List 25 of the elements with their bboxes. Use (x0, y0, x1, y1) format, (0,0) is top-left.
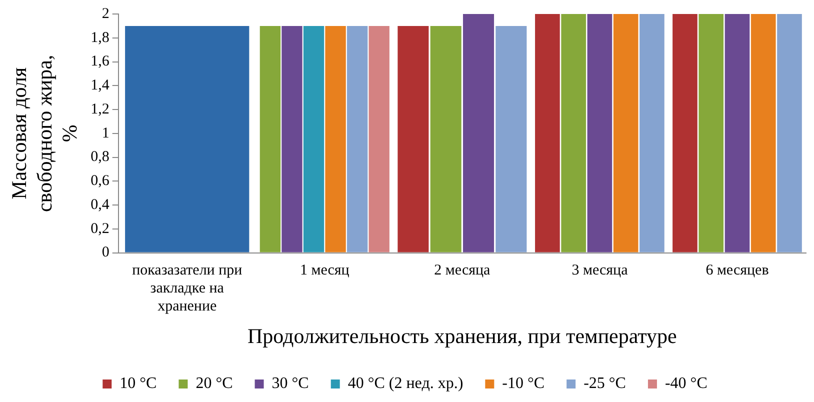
x-tick-label: 2 месяца (434, 262, 491, 279)
y-axis-title: Массовая доля свободного жира, % (7, 54, 82, 212)
x-tick-label: 1 месяц (300, 262, 350, 279)
x-tick-label: 3 месяца (572, 262, 628, 279)
legend-label: 40 °C (2 нед. хр.) (348, 375, 464, 392)
legend-label: 30 °C (272, 375, 309, 392)
legend-label: 20 °C (196, 375, 233, 392)
x-axis-title: Продолжительность хранения, при температуре (247, 324, 677, 348)
y-tick-label: 1,6 (90, 54, 110, 70)
y-tick-label: 2 (102, 6, 110, 22)
y-tick-label: 1,4 (90, 78, 110, 94)
y-tick-label: 0,2 (90, 220, 110, 237)
legend-label: -25 °C (584, 375, 626, 392)
y-tick-label: 0,4 (90, 196, 110, 213)
legend-label: -40 °C (664, 375, 708, 392)
y-tick-label: 1,8 (90, 30, 110, 46)
legend-label: -10 °C (502, 375, 545, 392)
y-tick-label: 0,8 (90, 149, 110, 166)
y-tick-label: 0,6 (90, 173, 110, 190)
x-tick-label: показазатели при закладке на хранение (132, 262, 242, 315)
x-tick-label: 6 месяцев (706, 262, 769, 279)
legend-label: 10 °C (120, 375, 157, 392)
y-tick-label: 1 (102, 125, 110, 142)
y-tick-label: 0 (102, 244, 110, 261)
y-tick-label: 1,2 (90, 101, 110, 118)
